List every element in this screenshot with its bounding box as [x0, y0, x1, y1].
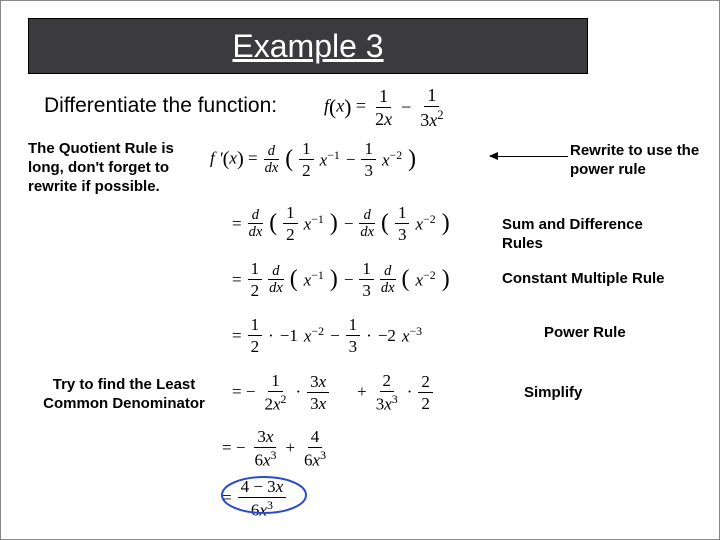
- equation-line-5: = − 12x2 · 3x3x + 23x3 · 22: [232, 372, 433, 413]
- title-bar: Example 3: [28, 18, 588, 74]
- page-title: Example 3: [232, 28, 383, 65]
- simplify-note: Simplify: [524, 384, 582, 403]
- quotient-rule-note: The Quotient Rule is long, don't forget …: [28, 140, 208, 196]
- lcd-note: Try to find the Least Common Denominator: [34, 376, 214, 414]
- constant-multiple-note: Constant Multiple Rule: [502, 270, 665, 289]
- function-definition: f(x) = 12x − 13x2: [324, 86, 447, 129]
- equation-line-6: = − 3x6x3 + 46x3: [222, 428, 329, 469]
- equation-line-1: f '(x) = ddx ( 12 x−1 − 13 x−2 ): [210, 140, 416, 179]
- instruction-text: Differentiate the function:: [44, 94, 277, 118]
- equation-line-3: = 12 ddx (x−1) − 13 ddx (x−2): [232, 260, 450, 299]
- arrow-icon: [490, 156, 568, 157]
- equation-line-2: = ddx ( 12 x−1 ) − ddx ( 13 x−2 ): [232, 204, 450, 243]
- sum-difference-note: Sum and Difference Rules: [502, 216, 682, 254]
- equation-line-4: = 12 · −1x−2 − 13 · −2x−3: [232, 316, 422, 355]
- rewrite-note: Rewrite to use the power rule: [570, 142, 720, 180]
- power-rule-note: Power Rule: [544, 324, 626, 343]
- circle-annotation-icon: [218, 474, 310, 516]
